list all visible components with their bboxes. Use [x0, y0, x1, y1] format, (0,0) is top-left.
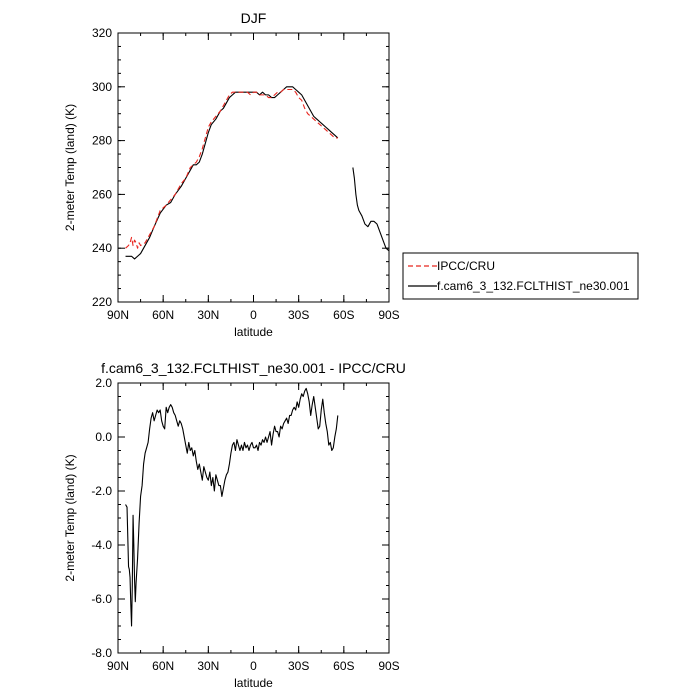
y-tick-label: 220 [92, 295, 112, 309]
legend-box [402, 252, 639, 300]
y-tick-label: 0.0 [95, 430, 112, 444]
y-tick-label: 260 [92, 187, 112, 201]
series-line-model [352, 167, 389, 252]
chart-title: DJF [241, 10, 267, 26]
x-tick-label: 0 [250, 308, 257, 322]
x-tick-label: 90N [107, 659, 129, 673]
x-tick-label: 90S [378, 659, 399, 673]
x-tick-label: 60N [152, 659, 174, 673]
x-axis-label: latitude [234, 325, 273, 339]
x-tick-label: 90N [107, 308, 129, 322]
x-tick-label: 30N [197, 308, 219, 322]
plot-frame [117, 32, 390, 303]
x-axis-label: latitude [234, 676, 273, 690]
x-tick-label: 90S [378, 308, 399, 322]
legend-label: IPCC/CRU [437, 259, 495, 273]
legend: IPCC/CRU f.cam6_3_132.FCLTHIST_ne30.001 [402, 252, 639, 300]
y-tick-label: 320 [92, 26, 112, 40]
series-line-model [125, 387, 339, 627]
y-axis-label: 2-meter Temp (land) (K) [63, 104, 77, 231]
x-tick-label: 30S [288, 308, 309, 322]
chart-title: f.cam6_3_132.FCLTHIST_ne30.001 - IPCC/CR… [101, 360, 406, 376]
y-tick-label: -6.0 [91, 592, 112, 606]
plot-area [125, 86, 389, 260]
series-line-model [125, 86, 339, 260]
x-tick-label: 30N [197, 659, 219, 673]
y-tick-label: -2.0 [91, 484, 112, 498]
y-tick-label: 240 [92, 241, 112, 255]
x-tick-label: 0 [250, 659, 257, 673]
x-tick-label: 30S [288, 659, 309, 673]
x-tick-label: 60S [333, 659, 354, 673]
y-tick-label: 300 [92, 80, 112, 94]
plot-frame [117, 382, 390, 654]
x-tick-label: 60S [333, 308, 354, 322]
y-tick-label: 2.0 [95, 376, 112, 390]
series-line-ipcc-cru [125, 88, 338, 249]
top-panel: DJF 90N 60N 30N 0 30S 60S 90S 220 240 260 280 300 320… [63, 10, 400, 339]
y-axis-label: 2-meter Temp (land) (K) [63, 454, 77, 581]
x-tick-label: 60N [152, 308, 174, 322]
y-tick-label: 280 [92, 134, 112, 148]
plot-area [125, 387, 339, 627]
y-tick-label: -4.0 [91, 538, 112, 552]
bottom-panel: f.cam6_3_132.FCLTHIST_ne30.001 - IPCC/CR… [63, 360, 406, 690]
legend-label: f.cam6_3_132.FCLTHIST_ne30.001 [437, 279, 630, 293]
y-tick-label: -8.0 [91, 646, 112, 660]
